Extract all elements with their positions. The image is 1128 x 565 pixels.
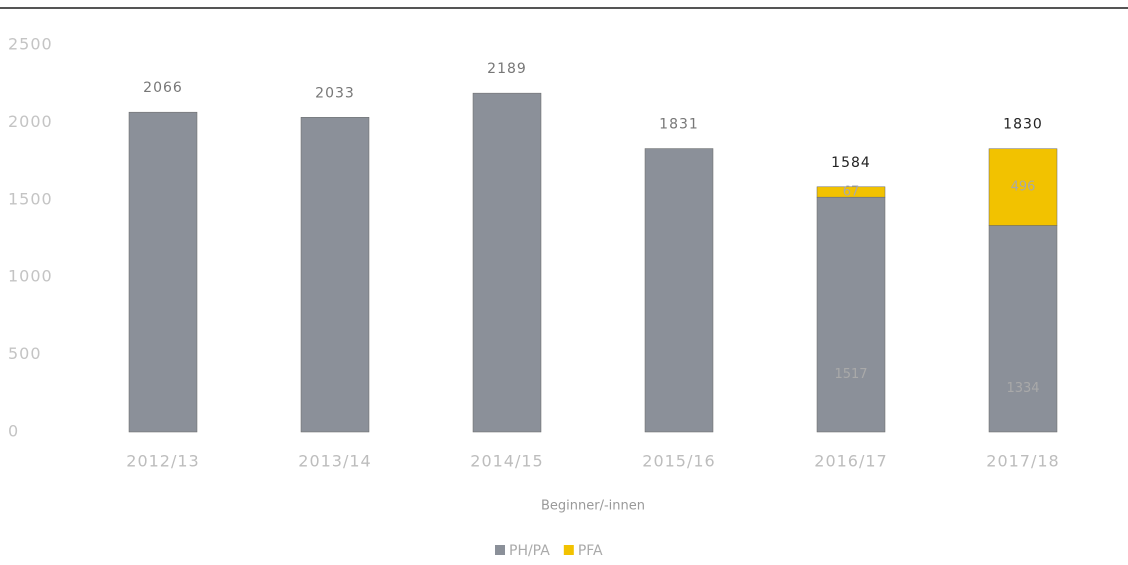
legend-swatch [563, 545, 574, 555]
segment-label: 1517 [834, 367, 867, 382]
total-label: 2189 [487, 61, 527, 77]
segment-label: 1334 [1006, 381, 1039, 396]
x-tick-label: 2013/14 [298, 452, 371, 471]
total-label: 1584 [831, 155, 871, 171]
total-label: 1830 [1003, 117, 1043, 133]
x-tick-label: 2016/17 [814, 452, 887, 471]
segment-label: 496 [1011, 180, 1036, 195]
x-axis-label: Beginner/-innen [541, 499, 645, 514]
bar-segment [472, 92, 542, 433]
total-label: 2033 [315, 85, 355, 101]
legend-swatch [495, 545, 505, 555]
legend-label: PH/PA [509, 543, 550, 559]
bar-segment [988, 148, 1058, 226]
bar-segment [816, 186, 886, 198]
bar-segment [816, 196, 886, 433]
y-tick-label: 2000 [8, 112, 53, 131]
y-tick-label: 500 [8, 344, 42, 363]
segment-label: 67 [843, 184, 860, 199]
total-label: 2066 [143, 80, 183, 96]
y-tick-label: 1500 [8, 189, 53, 208]
x-tick-label: 2014/15 [470, 452, 543, 471]
y-tick-label: 1000 [8, 267, 53, 286]
x-tick-label: 2017/18 [986, 452, 1059, 471]
bar-segment [128, 111, 198, 433]
x-tick-label: 2012/13 [126, 452, 199, 471]
x-tick-label: 2015/16 [642, 452, 715, 471]
total-label: 1831 [659, 117, 699, 133]
legend-label: PFA [578, 543, 603, 559]
bar-segment [644, 148, 714, 433]
bar-segment [988, 225, 1058, 433]
bar-segment [300, 117, 370, 433]
y-tick-label: 2500 [8, 35, 53, 54]
y-tick-label: 0 [8, 422, 19, 441]
